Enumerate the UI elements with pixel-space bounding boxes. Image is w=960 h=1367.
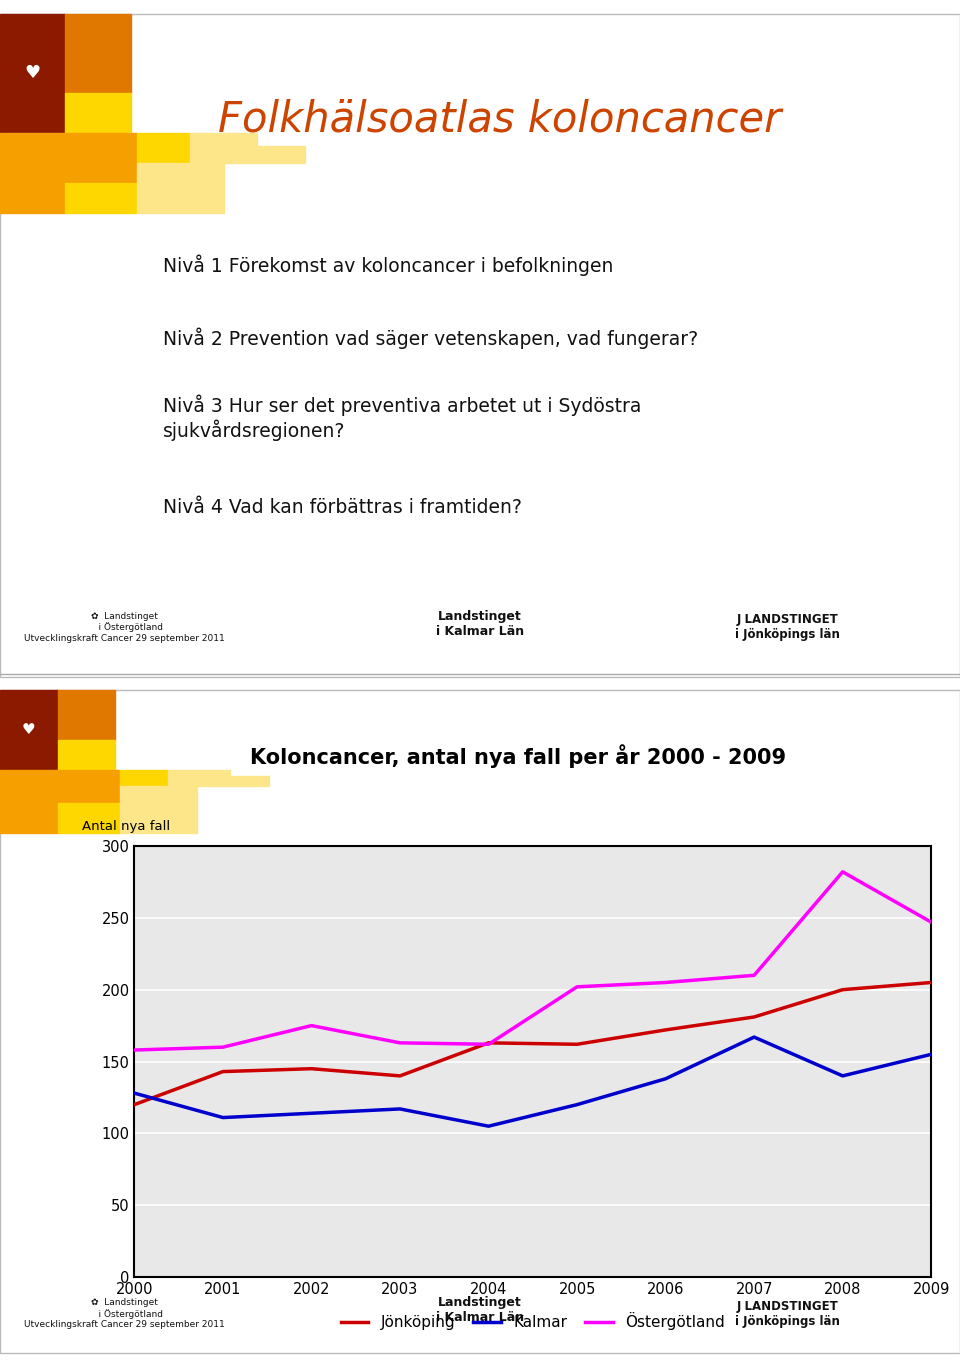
Bar: [58, 740, 115, 770]
Bar: [257, 146, 305, 163]
Bar: [137, 163, 224, 213]
Bar: [168, 770, 230, 786]
Bar: [0, 690, 58, 770]
Bar: [137, 133, 190, 163]
Bar: [230, 776, 269, 786]
Bar: [58, 770, 120, 802]
Bar: [190, 133, 257, 163]
FancyBboxPatch shape: [0, 690, 960, 1353]
Bar: [65, 183, 137, 213]
Bar: [65, 133, 137, 183]
Bar: [58, 690, 115, 740]
Text: Nivå 2 Prevention vad säger vetenskapen, vad fungerar?: Nivå 2 Prevention vad säger vetenskapen,…: [163, 328, 698, 350]
Text: Folkhälsoatlas koloncancer: Folkhälsoatlas koloncancer: [218, 98, 780, 141]
Bar: [0, 133, 65, 213]
Bar: [65, 93, 131, 133]
Text: ✿  Landstinget
    i Östergötland
Utvecklingskraft Cancer 29 september 2011: ✿ Landstinget i Östergötland Utvecklings…: [24, 1299, 226, 1329]
Text: Nivå 1 Förekomst av koloncancer i befolkningen: Nivå 1 Förekomst av koloncancer i befolk…: [163, 254, 613, 276]
Text: ♥: ♥: [22, 722, 36, 737]
Bar: [120, 786, 197, 833]
Text: ♥: ♥: [25, 64, 40, 82]
Text: J LANDSTINGET
i Jönköpings län: J LANDSTINGET i Jönköpings län: [734, 1300, 840, 1327]
Bar: [0, 770, 58, 833]
Text: ✿  Landstinget
    i Östergötland
Utvecklingskraft Cancer 29 september 2011: ✿ Landstinget i Östergötland Utvecklings…: [24, 611, 226, 642]
Text: J LANDSTINGET
i Jönköpings län: J LANDSTINGET i Jönköpings län: [734, 614, 840, 641]
Text: Koloncancer, antal nya fall per år 2000 - 2009: Koloncancer, antal nya fall per år 2000 …: [251, 745, 786, 768]
Bar: [120, 770, 168, 786]
Text: Landstinget
i Kalmar Län: Landstinget i Kalmar Län: [436, 1296, 524, 1325]
Legend: Jönköping, Kalmar, Östergötland: Jönköping, Kalmar, Östergötland: [335, 1305, 731, 1336]
Text: Landstinget
i Kalmar Län: Landstinget i Kalmar Län: [436, 610, 524, 638]
Text: Antal nya fall: Antal nya fall: [82, 820, 170, 833]
FancyBboxPatch shape: [0, 14, 960, 677]
Bar: [0, 14, 65, 133]
Bar: [65, 14, 131, 93]
Text: Nivå 3 Hur ser det preventiva arbetet ut i Sydöstra
sjukvårdsregionen?: Nivå 3 Hur ser det preventiva arbetet ut…: [163, 395, 641, 442]
Text: Nivå 4 Vad kan förbättras i framtiden?: Nivå 4 Vad kan förbättras i framtiden?: [163, 498, 522, 517]
Bar: [58, 802, 120, 833]
